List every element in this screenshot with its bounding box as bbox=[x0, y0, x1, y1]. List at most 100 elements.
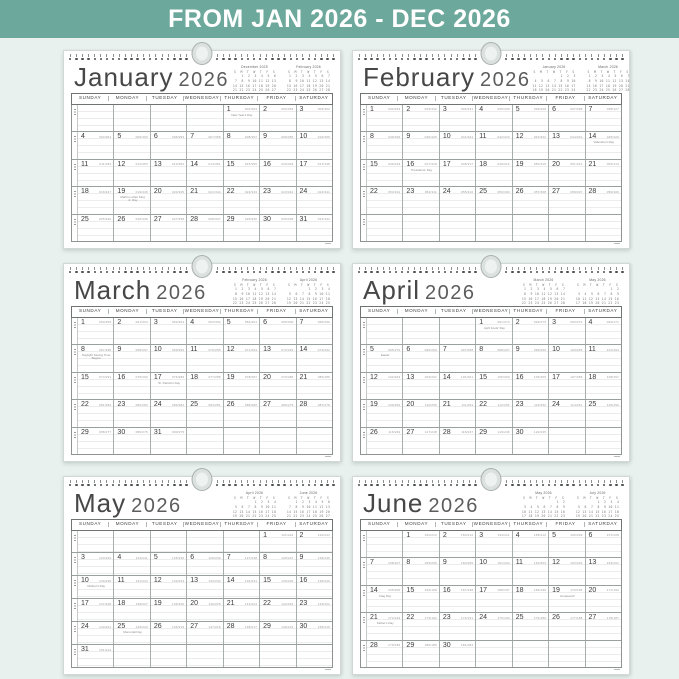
day-of-year: 134/231 bbox=[244, 578, 258, 583]
spiral-coil bbox=[154, 478, 158, 487]
calendar-page-march: March 2026 February 2026 S M T W T F S 1 2 … bbox=[63, 255, 341, 462]
week-gutter bbox=[72, 104, 78, 131]
spiral-coil bbox=[554, 478, 557, 487]
date-number: 25 bbox=[515, 614, 524, 621]
weekday-header: SUNDAY bbox=[361, 309, 399, 315]
date-number: 25 bbox=[81, 215, 89, 223]
date-number: 17 bbox=[442, 160, 451, 168]
mini-month-title: June 2026 bbox=[299, 491, 318, 495]
day-of-year: 110/255 bbox=[424, 402, 437, 407]
spiral-coil bbox=[382, 52, 385, 61]
day-cell: 31 031/334 bbox=[296, 214, 332, 241]
spiral-coil bbox=[596, 478, 600, 487]
weekday-header: WEDNESDAY bbox=[473, 521, 511, 528]
year-label: 2026 bbox=[428, 495, 479, 517]
spiral-coil bbox=[69, 478, 72, 487]
day-of-year: 071/294 bbox=[244, 347, 258, 352]
day-cell: 24 175/190 bbox=[476, 613, 513, 640]
date-number: 17 bbox=[552, 373, 560, 381]
day-cell: 2 122/243 bbox=[296, 530, 332, 553]
day-cell: 26 026/339 bbox=[114, 214, 151, 241]
empty-cell bbox=[439, 317, 477, 344]
day-of-year: 170/195 bbox=[570, 588, 583, 592]
spiral-coil bbox=[81, 52, 84, 61]
date-number: 5 bbox=[117, 133, 122, 140]
date-number: 15 bbox=[406, 586, 415, 594]
date-number: 10 bbox=[479, 559, 488, 566]
date-number: 1 bbox=[81, 318, 85, 326]
week-row: 22 053/312 23 054/311 24 055/310 25 056/309 26 05… bbox=[361, 186, 621, 214]
day-cell: 14 165/200 Flag Day bbox=[367, 585, 404, 612]
spiral-coil bbox=[425, 265, 428, 274]
week-row: 10 130/235 Mother's Day 11 131/234 12 132/233 1… bbox=[72, 575, 332, 599]
spiral-coil bbox=[283, 478, 286, 487]
spiral-coil bbox=[443, 52, 447, 61]
date-number: 3 bbox=[552, 318, 557, 326]
holiday-label: St. Patrick's Day bbox=[158, 380, 181, 385]
date-number: 2 bbox=[299, 531, 304, 539]
spiral-coil bbox=[400, 52, 404, 61]
date-number: 22 bbox=[263, 600, 271, 608]
spiral-coil bbox=[603, 478, 606, 487]
empty-cell bbox=[549, 640, 586, 667]
day-cell: 3 034/331 bbox=[439, 104, 477, 131]
date-number: 3 bbox=[81, 554, 85, 562]
spiral-coil bbox=[407, 265, 410, 274]
spiral-coil bbox=[572, 478, 575, 487]
day-of-year: 153/212 bbox=[461, 533, 474, 537]
date-number: 23 bbox=[299, 600, 308, 608]
day-of-year: 023/342 bbox=[281, 189, 294, 194]
spiral-coil bbox=[382, 265, 385, 274]
day-of-year: 081/284 bbox=[99, 402, 112, 407]
day-cell: 26 146/219 bbox=[150, 622, 188, 645]
weekday-header: SUNDAY bbox=[361, 522, 399, 528]
empty-cell bbox=[114, 530, 151, 553]
date-number: 21 bbox=[299, 373, 308, 381]
weekday-header: WEDNESDAY bbox=[184, 521, 222, 528]
date-number: 5 bbox=[552, 531, 557, 539]
spiral-coil bbox=[314, 478, 317, 487]
date-number: 6 bbox=[263, 318, 268, 326]
spiral-coil bbox=[376, 265, 379, 274]
date-number: 9 bbox=[442, 559, 447, 566]
day-of-year: 004/361 bbox=[99, 134, 112, 139]
week-row: 28 179/186 29 180/185 30 181/184 bbox=[361, 639, 621, 667]
day-cell: 26 057/308 bbox=[512, 187, 550, 214]
spiral-coil bbox=[529, 478, 532, 487]
mini-week-row: 1 2 bbox=[575, 287, 620, 292]
week-gutter bbox=[72, 372, 78, 399]
day-cell: 10 069/296 bbox=[150, 345, 188, 372]
day-cell: 28 148/217 bbox=[223, 622, 261, 645]
date-number: 4 bbox=[515, 531, 520, 539]
day-of-year: 112/253 bbox=[497, 402, 510, 407]
weekday-header: SUNDAY bbox=[72, 522, 110, 528]
day-of-year: 109/256 bbox=[388, 402, 401, 407]
mini-week-row: 7 8 9 10 11 12 13 bbox=[286, 504, 331, 509]
day-of-year: 057/308 bbox=[533, 189, 547, 194]
day-cell: 4 124/241 bbox=[114, 553, 151, 576]
mini-month-title: January 2026 bbox=[542, 65, 566, 69]
spiral-coil bbox=[621, 265, 624, 274]
spiral-coil bbox=[148, 52, 152, 61]
spiral-coil bbox=[265, 478, 268, 487]
mini-week-row: 1 2 3 4 5 6 7 bbox=[232, 287, 277, 292]
day-of-year: 068/297 bbox=[135, 347, 148, 352]
mini-calendars: February 2026 S M T W T F S 1 2 3 4 5 6 7… bbox=[231, 278, 332, 310]
day-of-year: 131/234 bbox=[135, 578, 148, 583]
spiral-coil bbox=[93, 265, 96, 274]
date-number: 29 bbox=[479, 428, 488, 436]
date-number: 28 bbox=[442, 428, 451, 436]
day-of-year: 151/214 bbox=[99, 647, 112, 652]
calendar-header: June 2026 May 2026 S M T W T F S 1 2 3 4 5 … bbox=[360, 477, 622, 527]
week-row: 18 018/347 19 019/346 Martin Luther King Jr.… bbox=[72, 186, 332, 214]
spiral-coil bbox=[437, 52, 441, 61]
day-of-year: 030/335 bbox=[281, 217, 294, 221]
day-of-year: 062/303 bbox=[172, 320, 185, 324]
week-row: 7 158/207 8 159/206 9 160/205 10 161/204 11 162/2… bbox=[361, 557, 621, 585]
mini-week-row: 3 4 5 6 7 8 9 bbox=[521, 504, 566, 509]
mini-calendar: December 2025 S M T W T F S 1 2 3 4 5 6 7… bbox=[231, 65, 278, 97]
week-row: 19 109/256 20 110/255 21 111/254 22 112/253 23 11… bbox=[361, 399, 621, 427]
spiral-coil bbox=[370, 478, 373, 487]
day-cell: 30 089/276 bbox=[114, 427, 151, 454]
weekday-header: WEDNESDAY bbox=[184, 308, 222, 315]
